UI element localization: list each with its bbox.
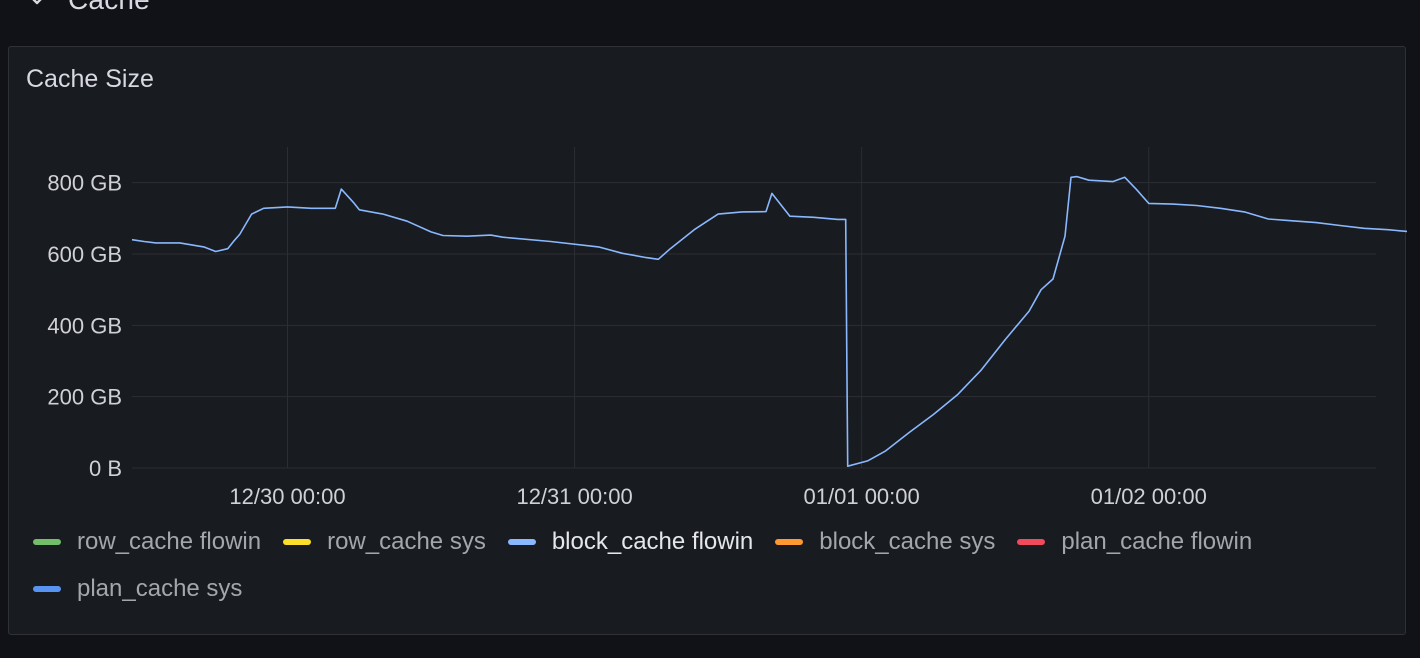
legend-swatch: [33, 585, 61, 592]
x-tick-label: 01/01 00:00: [804, 484, 920, 509]
y-tick-label: 200 GB: [47, 385, 122, 410]
legend-item[interactable]: plan_cache flowin: [1017, 525, 1252, 558]
legend-label: row_cache flowin: [77, 527, 262, 555]
legend-label: plan_cache sys: [77, 574, 243, 602]
legend-swatch: [1017, 538, 1046, 545]
legend-item[interactable]: block_cache flowin: [507, 525, 754, 558]
y-tick-label: 800 GB: [47, 171, 122, 196]
legend-label: plan_cache flowin: [1061, 527, 1253, 555]
chart-legend: row_cache flowin row_cache sys block_cache…: [33, 525, 1393, 605]
x-tick-label: 01/02 00:00: [1091, 484, 1207, 509]
y-tick-label: 0 B: [89, 456, 122, 481]
panel-title[interactable]: Cache Size: [26, 65, 154, 93]
series-line-block-cache-flowin: [131, 175, 1407, 467]
y-tick-label: 400 GB: [47, 313, 122, 338]
legend-swatch: [283, 538, 312, 545]
legend-swatch: [775, 538, 804, 545]
row-header-cache[interactable]: Cache: [26, 0, 150, 18]
legend-item[interactable]: row_cache flowin: [33, 525, 261, 558]
row-title: Cache: [68, 0, 150, 16]
legend-swatch: [33, 538, 61, 545]
legend-item[interactable]: plan_cache sys: [33, 572, 242, 605]
x-tick-label: 12/31 00:00: [516, 484, 632, 509]
legend-label: block_cache sys: [819, 527, 996, 555]
legend-item[interactable]: block_cache sys: [775, 525, 995, 558]
legend-label: block_cache flowin: [551, 527, 754, 555]
legend-item[interactable]: row_cache sys: [283, 525, 486, 558]
y-tick-label: 600 GB: [47, 242, 122, 267]
x-tick-label: 12/30 00:00: [229, 484, 345, 509]
cache-size-panel: 0 B 200 GB 400 GB 600 GB 800 GB 12/30 00:00 12…: [8, 46, 1407, 636]
chevron-down-icon[interactable]: [26, 0, 48, 11]
cache-size-chart[interactable]: 0 B 200 GB 400 GB 600 GB 800 GB 12/30 00:00 12…: [9, 47, 1407, 636]
legend-label: row_cache sys: [327, 527, 486, 555]
legend-swatch: [507, 538, 536, 545]
